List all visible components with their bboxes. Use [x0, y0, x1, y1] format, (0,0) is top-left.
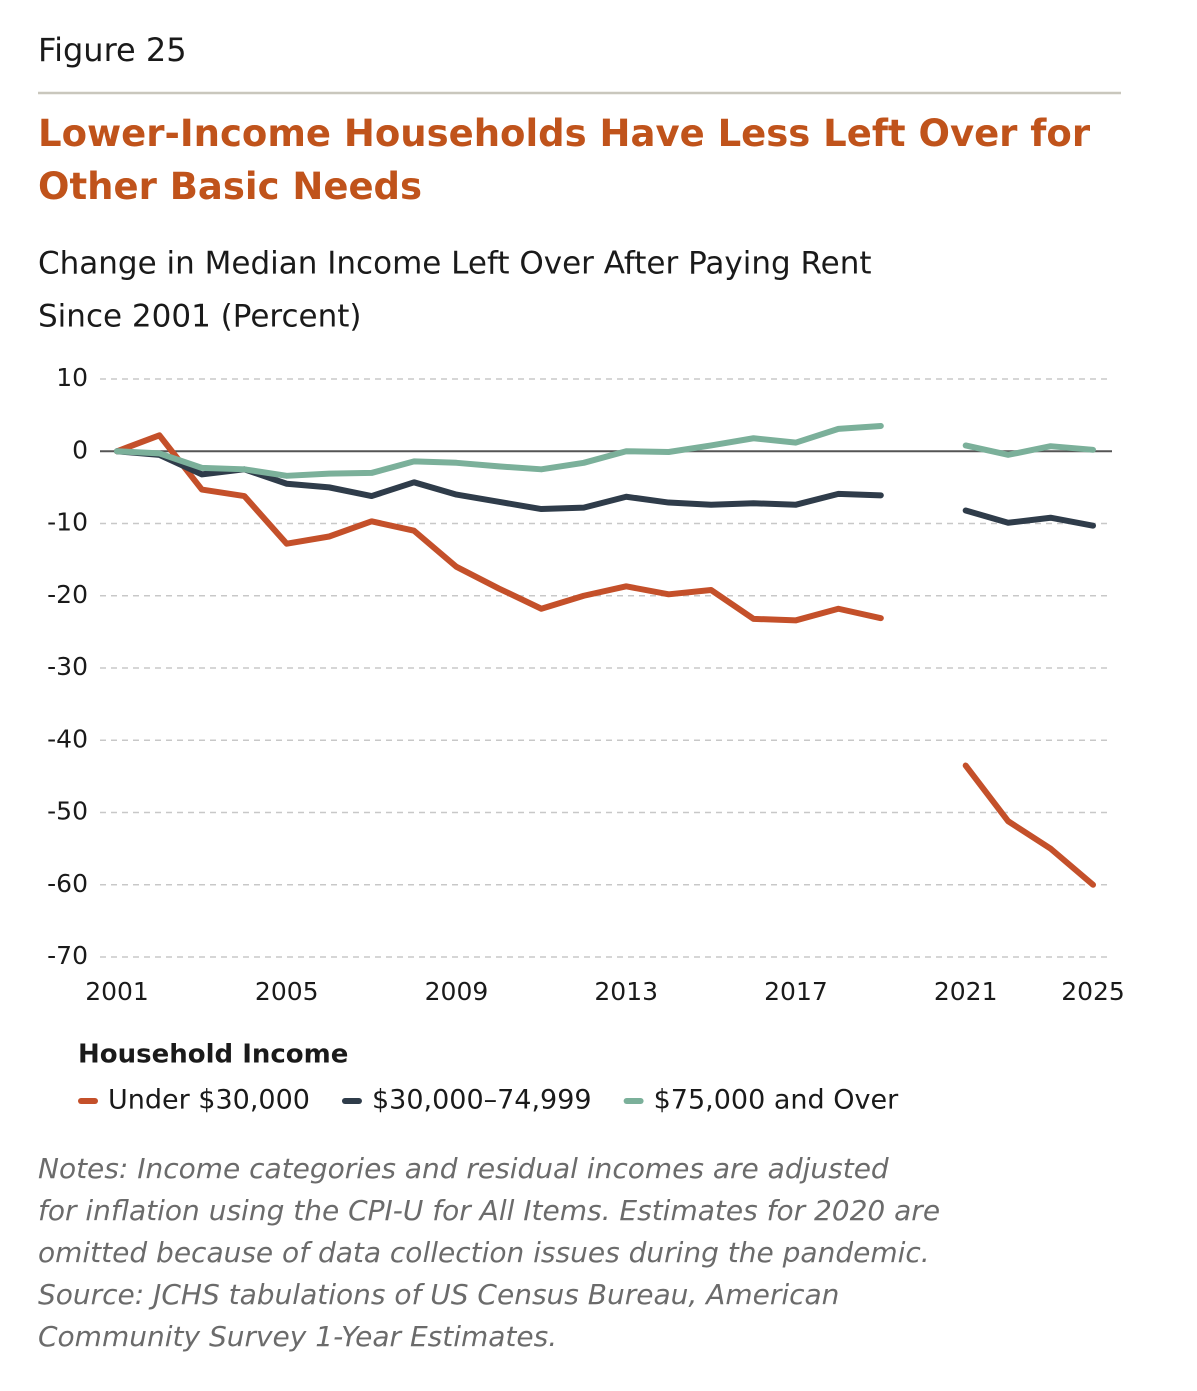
note: Community Survey 1-Year Estimates. [38, 1320, 557, 1353]
y-tick-label: -30 [47, 652, 88, 681]
note: Source: JCHS tabulations of US Census Bu… [38, 1278, 839, 1311]
series-line [114, 432, 1096, 888]
x-tick-label: 2017 [764, 977, 828, 1006]
subtitle: Change in Median Income Left Over After … [38, 246, 872, 282]
x-tick-label: 2001 [85, 977, 149, 1006]
x-tick-label: 2013 [594, 977, 658, 1006]
y-tick-label: -20 [47, 580, 88, 609]
y-tick-label: -10 [47, 508, 88, 537]
y-tick-label: 0 [72, 435, 88, 464]
x-tick-label: 2025 [1061, 977, 1125, 1006]
subtitle: Since 2001 (Percent) [38, 299, 362, 335]
note: Notes: Income categories and residual in… [38, 1152, 889, 1185]
y-tick-label: -60 [47, 869, 88, 898]
series-line [114, 422, 1096, 479]
legend-title: Household Income [78, 1040, 348, 1070]
x-tick-label: 2021 [934, 977, 998, 1006]
y-tick-label: -40 [47, 724, 88, 753]
chart-title: Lower-Income Households Have Less Left O… [38, 112, 1091, 208]
y-tick-label: -50 [47, 797, 88, 826]
note: for inflation using the CPI-U for All It… [38, 1194, 940, 1227]
figure-label: Figure 25 [38, 31, 187, 69]
note: omitted because of data collection issue… [38, 1236, 930, 1269]
legend-label: $75,000 and Over [654, 1085, 899, 1116]
legend-label: $30,000–74,999 [372, 1085, 592, 1116]
x-tick-label: 2009 [425, 977, 489, 1006]
legend-label: Under $30,000 [108, 1085, 310, 1116]
y-tick-label: 10 [56, 363, 88, 392]
y-tick-label: -70 [47, 941, 88, 970]
x-tick-label: 2005 [255, 977, 319, 1006]
